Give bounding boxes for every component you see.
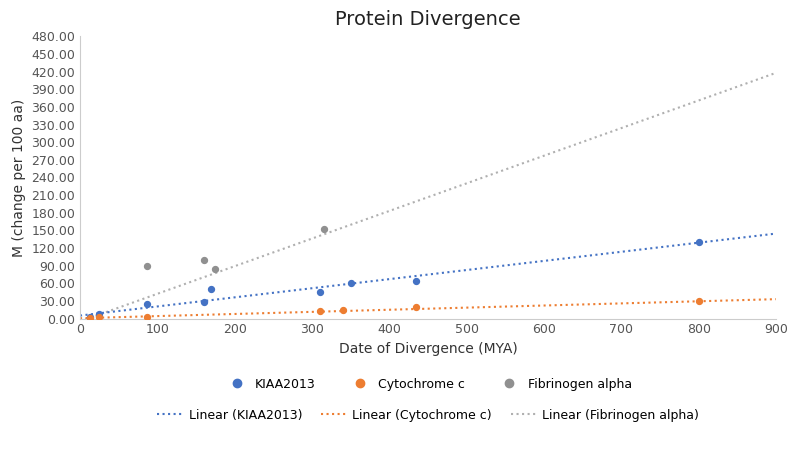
- Point: [141, 262, 154, 269]
- Point: [410, 303, 422, 310]
- Point: [209, 265, 222, 272]
- Point: [141, 300, 154, 308]
- X-axis label: Date of Divergence (MYA): Date of Divergence (MYA): [338, 342, 518, 356]
- Point: [141, 313, 154, 321]
- Point: [344, 279, 357, 287]
- Point: [93, 312, 106, 319]
- Point: [93, 313, 106, 321]
- Point: [198, 298, 210, 306]
- Point: [317, 225, 330, 232]
- Title: Protein Divergence: Protein Divergence: [335, 10, 521, 29]
- Point: [84, 314, 97, 322]
- Point: [410, 278, 422, 285]
- Point: [314, 288, 326, 296]
- Point: [93, 310, 106, 318]
- Point: [314, 307, 326, 314]
- Point: [692, 238, 705, 246]
- Point: [198, 256, 210, 263]
- Y-axis label: M (change per 100 aa): M (change per 100 aa): [12, 98, 26, 257]
- Legend: Linear (KIAA2013), Linear (Cytochrome c), Linear (Fibrinogen alpha): Linear (KIAA2013), Linear (Cytochrome c)…: [152, 404, 704, 427]
- Point: [337, 306, 350, 313]
- Point: [84, 313, 97, 321]
- Point: [205, 285, 218, 293]
- Point: [692, 297, 705, 304]
